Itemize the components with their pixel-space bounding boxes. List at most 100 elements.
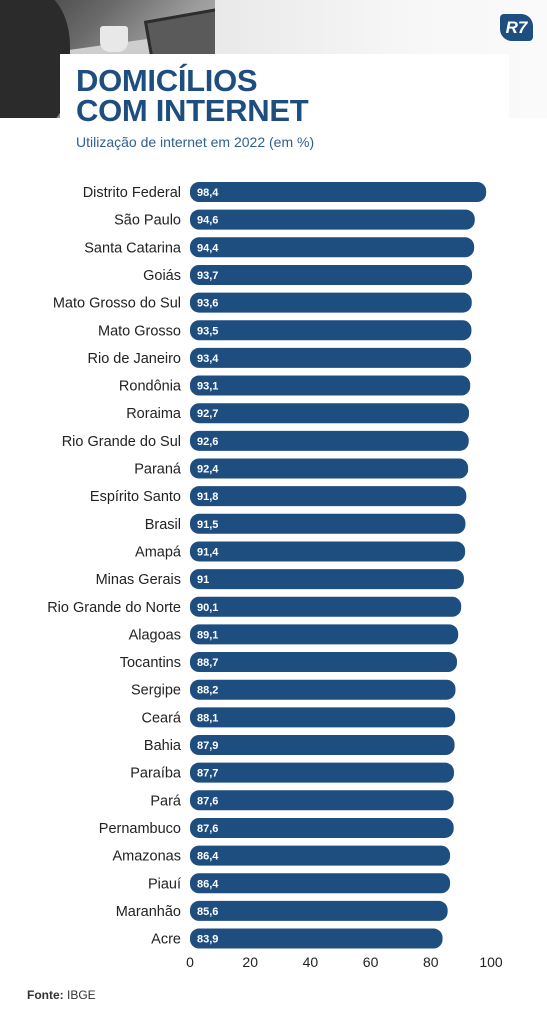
bar xyxy=(190,845,451,866)
category-label: Mato Grosso xyxy=(98,323,181,339)
bar-value-label: 87,9 xyxy=(197,740,218,752)
bar xyxy=(190,735,455,755)
title-card xyxy=(60,54,509,160)
category-label: Rondônia xyxy=(119,379,182,395)
bar-value-label: 85,6 xyxy=(197,906,218,918)
category-label: Paraná xyxy=(134,462,182,478)
bar-value-label: 94,6 xyxy=(197,215,218,227)
category-label: Amapá xyxy=(135,544,182,560)
category-label: Distrito Federal xyxy=(83,185,181,201)
bar-value-label: 87,6 xyxy=(197,823,218,835)
bar-value-label: 92,6 xyxy=(197,436,218,448)
x-tick-label: 100 xyxy=(479,954,503,970)
bar-value-label: 88,7 xyxy=(197,657,218,669)
bar-value-label: 92,7 xyxy=(197,408,218,420)
bar xyxy=(190,209,475,230)
category-label: Ceará xyxy=(142,710,182,726)
bar xyxy=(190,292,472,313)
source-label: Fonte: xyxy=(27,988,64,1002)
bar xyxy=(190,541,466,562)
category-label: Rio Grande do Sul xyxy=(62,434,181,450)
bar-value-label: 91 xyxy=(197,574,209,586)
bar-value-label: 92,4 xyxy=(197,464,219,476)
category-label: Amazonas xyxy=(112,849,181,865)
bar xyxy=(190,679,456,700)
x-tick-label: 0 xyxy=(186,954,194,970)
category-label: Piauí xyxy=(148,876,181,892)
page-title: DOMICÍLIOS COM INTERNET xyxy=(76,63,309,128)
bar-value-label: 93,7 xyxy=(197,270,218,282)
source-value: IBGE xyxy=(67,988,96,1002)
bar xyxy=(190,375,471,396)
bar-value-label: 87,6 xyxy=(197,795,218,807)
bar-value-label: 93,6 xyxy=(197,298,218,310)
bar-value-label: 93,1 xyxy=(197,381,218,393)
bar-value-label: 86,4 xyxy=(197,851,219,863)
r7-logo: R7 xyxy=(500,14,533,41)
bar xyxy=(190,182,487,202)
category-label: Roraima xyxy=(126,406,182,422)
x-tick-label: 60 xyxy=(363,954,379,970)
bar xyxy=(190,652,457,673)
bar-value-label: 93,4 xyxy=(197,353,219,365)
bar xyxy=(190,264,473,285)
bar xyxy=(190,707,456,728)
x-tick-label: 40 xyxy=(303,954,319,970)
category-label: Acre xyxy=(151,932,181,948)
bar-chart: Distrito Federal 98,4 São Paulo 94,6 Santa C… xyxy=(47,182,503,970)
bar-value-label: 98,4 xyxy=(197,187,219,199)
category-label: Maranhão xyxy=(116,904,181,920)
category-label: Mato Grosso do Sul xyxy=(53,296,181,312)
bar-value-label: 91,5 xyxy=(197,519,218,531)
bar-value-label: 91,8 xyxy=(197,491,218,503)
bar xyxy=(190,513,466,534)
category-label: Rio Grande do Norte xyxy=(47,600,181,616)
category-label: Brasil xyxy=(145,517,181,533)
category-label: Pará xyxy=(150,793,182,809)
bar xyxy=(190,762,454,783)
bar xyxy=(190,237,475,258)
bar-value-label: 88,2 xyxy=(197,685,218,697)
bar xyxy=(190,403,470,424)
bar xyxy=(190,320,472,341)
bar-value-label: 88,1 xyxy=(197,712,218,724)
chart-subtitle: Utilização de internet em 2022 (em %) xyxy=(76,134,315,150)
bar xyxy=(190,624,459,645)
bar xyxy=(190,347,472,368)
bar xyxy=(190,430,469,451)
bar-value-label: 86,4 xyxy=(197,878,219,890)
bar xyxy=(190,458,469,479)
title-line-1: DOMICÍLIOS xyxy=(76,63,258,98)
category-label: Rio de Janeiro xyxy=(88,351,182,367)
category-label: Goiás xyxy=(143,268,181,284)
bar xyxy=(190,900,448,921)
bar xyxy=(190,790,454,811)
bar xyxy=(190,817,454,838)
bar-value-label: 94,4 xyxy=(197,242,219,254)
category-label: Sergipe xyxy=(131,683,181,699)
category-label: Paraíba xyxy=(130,766,182,782)
bar xyxy=(190,596,462,617)
bar-value-label: 87,7 xyxy=(197,768,218,780)
bar-value-label: 93,5 xyxy=(197,325,218,337)
category-label: Pernambuco xyxy=(99,821,181,837)
source-note: Fonte: IBGE xyxy=(27,988,96,1002)
bar-value-label: 83,9 xyxy=(197,934,218,946)
bar xyxy=(190,928,443,949)
bar xyxy=(190,569,464,590)
x-tick-label: 20 xyxy=(242,954,258,970)
title-line-2: COM INTERNET xyxy=(76,93,309,128)
bar-value-label: 90,1 xyxy=(197,602,218,614)
category-label: Tocantins xyxy=(120,655,181,671)
bar xyxy=(190,873,451,894)
category-label: Minas Gerais xyxy=(96,572,181,588)
x-tick-label: 80 xyxy=(423,954,439,970)
category-label: Bahia xyxy=(144,738,182,754)
category-label: São Paulo xyxy=(114,213,181,229)
category-label: Espírito Santo xyxy=(90,489,181,505)
category-label: Santa Catarina xyxy=(84,240,182,256)
bar xyxy=(190,486,467,507)
category-label: Alagoas xyxy=(129,627,181,643)
bar-value-label: 89,1 xyxy=(197,629,218,641)
bar-value-label: 91,4 xyxy=(197,546,219,558)
